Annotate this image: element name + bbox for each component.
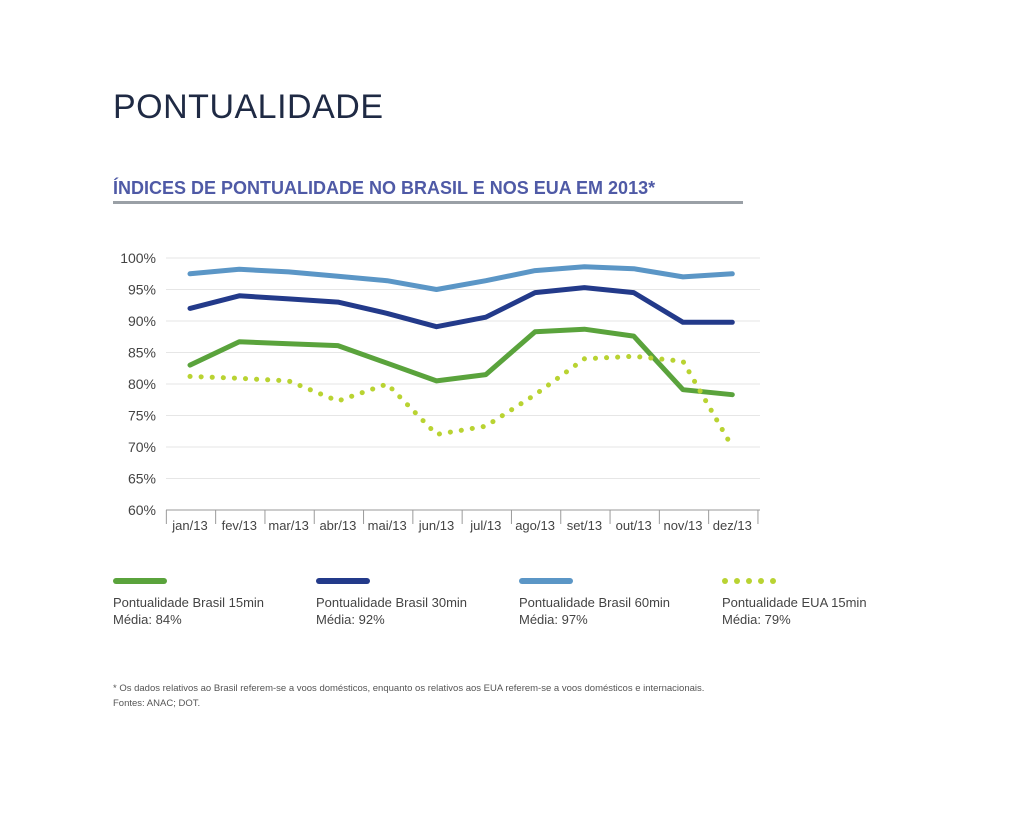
x-tick-label: abr/13 [319, 518, 356, 533]
legend-average: Média: 92% [316, 612, 385, 627]
x-tick-label: jun/13 [418, 518, 454, 533]
legend-average: Média: 84% [113, 612, 182, 627]
series-line-0 [187, 326, 735, 398]
footnote: * Os dados relativos ao Brasil referem-s… [113, 681, 704, 711]
legend-swatch-brasil-15min [113, 578, 167, 584]
series-line-2 [187, 264, 735, 292]
legend-item-brasil-15min: Pontualidade Brasil 15min Média: 84% [113, 578, 313, 628]
series-line-1 [187, 285, 735, 330]
y-tick-label: 90% [128, 313, 156, 329]
y-tick-label: 65% [128, 471, 156, 487]
legend-label: Pontualidade Brasil 60min [519, 595, 671, 610]
y-tick-label: 75% [128, 408, 156, 424]
legend-swatch-brasil-30min [316, 578, 370, 584]
footnote-note: * Os dados relativos ao Brasil referem-s… [113, 683, 705, 694]
chart-title: ÍNDICES DE PONTUALIDADE NO BRASIL E NOS … [113, 178, 656, 198]
legend-swatch-eua-15min [722, 578, 776, 584]
x-axis: jan/13 fev/13 mar/13 abr/13 mai/13 jun/13 jul/… [165, 509, 760, 533]
legend-item-brasil-60min: Pontualidade Brasil 60min Média: 97% [519, 578, 719, 628]
legend-average: Média: 79% [722, 612, 791, 627]
x-tick-label: dez/13 [713, 518, 752, 533]
legend-item-eua-15min: Pontualidade EUA 15min Média: 79% [722, 578, 922, 628]
series-line-3 [187, 353, 735, 450]
line-chart: 100% 95% 90% 85% 80% 75% 70% 65% 60% jan/13 fev/1… [120, 250, 760, 533]
x-tick-label: out/13 [616, 518, 652, 533]
grid-lines [166, 257, 760, 479]
x-tick-label: ago/13 [515, 518, 555, 533]
x-tick-label: nov/13 [663, 518, 702, 533]
chart-title-underline [113, 201, 743, 204]
x-tick-label: mai/13 [368, 518, 407, 533]
y-tick-label: 80% [128, 376, 156, 392]
legend-average: Média: 97% [519, 612, 588, 627]
footnote-sources: Fontes: ANAC; DOT. [113, 698, 201, 709]
y-axis-ticks: 100% 95% 90% 85% 80% 75% 70% 65% 60% [120, 250, 156, 518]
x-tick-label: jul/13 [469, 518, 501, 533]
y-tick-label: 70% [128, 439, 156, 455]
legend-label: Pontualidade Brasil 15min [113, 595, 265, 610]
legend-label: Pontualidade EUA 15min [722, 595, 867, 610]
legend-label: Pontualidade Brasil 30min [316, 595, 468, 610]
legend-swatch-brasil-60min [519, 578, 573, 584]
y-tick-label: 85% [128, 345, 156, 361]
y-tick-label: 100% [120, 250, 156, 266]
x-tick-label: fev/13 [222, 518, 257, 533]
page-title: PONTUALIDADE [113, 88, 384, 126]
legend-item-brasil-30min: Pontualidade Brasil 30min Média: 92% [316, 578, 516, 628]
y-tick-label: 60% [128, 502, 156, 518]
x-tick-label: jan/13 [171, 518, 207, 533]
x-tick-label: mar/13 [268, 518, 308, 533]
y-tick-label: 95% [128, 282, 156, 298]
x-tick-label: set/13 [567, 518, 602, 533]
series-lines [187, 264, 735, 450]
